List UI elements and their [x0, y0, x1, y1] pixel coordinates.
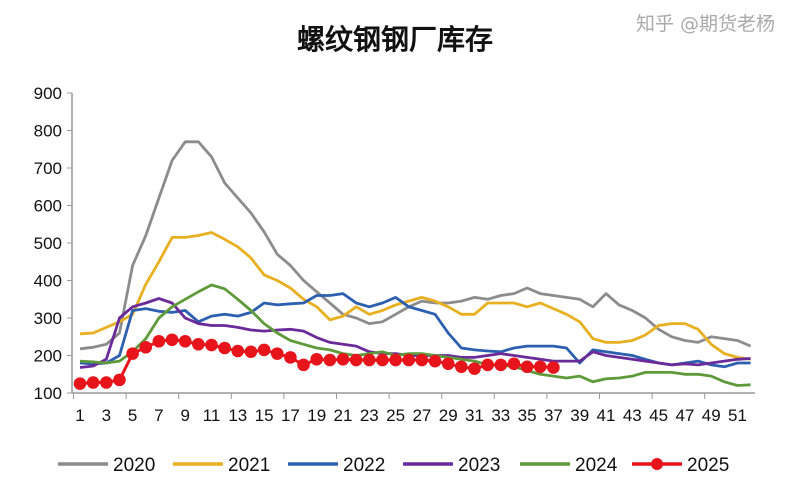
- x-tick-label: 17: [281, 406, 300, 425]
- data-point-2025: [349, 353, 363, 367]
- data-point-2025: [257, 343, 271, 357]
- x-tick-label: 15: [255, 406, 274, 425]
- data-point-2025: [533, 360, 547, 374]
- legend-label-2020: 2020: [113, 455, 155, 476]
- x-tick-label: 29: [439, 406, 458, 425]
- data-point-2025: [547, 361, 560, 374]
- watermark: 知乎 @期货老杨: [636, 13, 775, 35]
- y-tick-label: 700: [34, 159, 62, 178]
- chart-title: 螺纹钢钢厂库存: [296, 23, 493, 56]
- x-tick-label: 27: [412, 406, 431, 425]
- y-tick-label: 200: [34, 347, 62, 366]
- data-point-2025: [468, 362, 481, 375]
- data-point-2025: [178, 334, 192, 348]
- data-point-2025: [192, 337, 205, 351]
- data-point-2025: [297, 358, 310, 372]
- x-tick-label: 5: [128, 406, 137, 425]
- data-point-2025: [270, 347, 284, 360]
- x-tick-label: 43: [623, 406, 642, 425]
- x-tick-label: 3: [102, 406, 111, 425]
- x-tick-label: 23: [360, 406, 379, 425]
- series-line-2024: [79, 283, 751, 387]
- y-tick-label: 600: [34, 197, 62, 216]
- data-point-2025: [152, 334, 166, 348]
- x-tick-label: 35: [518, 406, 537, 425]
- x-tick-label: 21: [334, 406, 353, 425]
- data-point-2025: [336, 352, 350, 366]
- data-point-2025: [323, 353, 337, 367]
- x-tick-label: 51: [728, 406, 747, 425]
- data-point-2025: [86, 376, 100, 389]
- data-point-2025: [507, 357, 521, 371]
- series-line-2022: [79, 292, 751, 369]
- x-tick-label: 7: [154, 406, 163, 425]
- x-tick-label: 19: [307, 406, 326, 425]
- data-point-2025: [231, 344, 245, 358]
- data-point-2025: [310, 352, 324, 366]
- data-point-2025: [244, 345, 258, 359]
- x-tick-label: 39: [570, 406, 589, 425]
- legend-label-2025: 2025: [687, 455, 729, 476]
- x-tick-label: 25: [386, 406, 405, 425]
- data-point-2025: [205, 338, 218, 352]
- y-tick-label: 900: [34, 84, 62, 103]
- data-point-2025: [520, 360, 534, 374]
- data-point-2025: [481, 358, 494, 372]
- x-tick-label: 33: [491, 406, 510, 425]
- data-point-2025: [165, 333, 179, 347]
- data-point-2025: [284, 351, 297, 364]
- data-point-2025: [100, 376, 113, 389]
- y-tick-label: 800: [34, 122, 62, 141]
- x-tick-label: 37: [544, 406, 563, 425]
- legend-label-2022: 2022: [343, 455, 385, 476]
- x-tick-label: 31: [465, 406, 484, 425]
- legend-marker-2025: [651, 458, 663, 470]
- x-tick-label: 1: [75, 406, 84, 425]
- data-point-2025: [428, 354, 442, 368]
- x-tick-label: 45: [649, 406, 668, 425]
- data-point-2025: [113, 373, 126, 387]
- x-tick-label: 41: [597, 406, 616, 425]
- y-tick-label: 100: [34, 384, 62, 403]
- data-point-2025: [402, 353, 416, 367]
- x-tick-label: 9: [180, 406, 189, 425]
- data-point-2025: [139, 340, 153, 354]
- y-tick-label: 400: [34, 272, 62, 291]
- data-point-2025: [415, 353, 429, 367]
- series-line-2020: [79, 140, 752, 351]
- series-line-2021: [79, 231, 751, 361]
- legend-label-2024: 2024: [575, 455, 618, 476]
- data-point-2025: [363, 353, 376, 367]
- data-point-2025: [389, 353, 402, 367]
- y-tick-label: 300: [34, 309, 62, 328]
- x-tick-label: 11: [203, 406, 221, 425]
- data-point-2025: [376, 353, 389, 367]
- data-point-2025: [218, 341, 231, 355]
- data-point-2025: [455, 360, 468, 374]
- legend-label-2023: 2023: [458, 455, 500, 476]
- x-tick-label: 13: [228, 406, 247, 425]
- data-point-2025: [494, 358, 508, 372]
- data-point-2025: [126, 347, 139, 360]
- x-tick-label: 49: [702, 406, 721, 425]
- data-point-2025: [441, 357, 455, 371]
- x-tick-label: 47: [675, 406, 694, 425]
- series-line-2023: [79, 297, 751, 369]
- y-tick-label: 500: [34, 234, 62, 253]
- data-point-2025: [73, 377, 87, 390]
- legend-label-2021: 2021: [228, 455, 270, 476]
